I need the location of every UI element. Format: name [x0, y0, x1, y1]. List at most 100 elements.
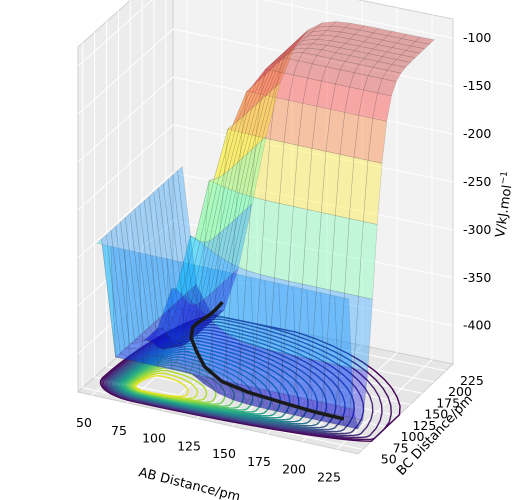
surface-patch [302, 209, 322, 288]
surface-patch [251, 69, 271, 109]
surface-patch [152, 288, 172, 338]
surface-patch [330, 36, 351, 44]
surface-patch [358, 41, 379, 50]
surface-patch [344, 22, 365, 31]
surface-patch [166, 293, 187, 343]
surface-patch [339, 43, 360, 51]
potential-surface [96, 21, 435, 430]
surface-patch [269, 97, 290, 143]
surface-patch [349, 50, 369, 59]
surface-patch [148, 322, 168, 350]
z-gridline [77, 172, 454, 259]
surface-patch [255, 387, 275, 412]
surface-patch [293, 60, 313, 79]
surface-patch [228, 207, 248, 278]
surface-patch [367, 48, 388, 57]
surface-patch [158, 183, 178, 307]
surface-patch [358, 221, 378, 300]
surface-patch [213, 255, 233, 335]
surface-patch [298, 26, 318, 39]
surface-patch [171, 361, 192, 374]
surface-patch [353, 45, 374, 54]
surface-patch [115, 221, 135, 345]
surface-patch [302, 47, 323, 56]
surface-patch [292, 145, 313, 210]
surface-patch [227, 263, 247, 343]
surface-patch [251, 90, 272, 151]
surface-patch [391, 42, 412, 51]
surface-patch [381, 51, 402, 60]
trajectory-line [189, 300, 345, 421]
surface-patch [316, 80, 336, 110]
surface-patch [167, 305, 187, 338]
surface-patch [199, 285, 220, 333]
y-tick-label: 150 [424, 407, 448, 422]
surface-patch [236, 273, 256, 389]
surface-patch [303, 22, 323, 35]
surface-patch [414, 36, 435, 45]
surface-patch [396, 38, 417, 47]
surface-patch [237, 144, 258, 218]
x-tick-label: 75 [111, 423, 127, 438]
surface-patch [133, 335, 154, 344]
surface-patch [363, 75, 383, 94]
surface-patch [270, 47, 290, 70]
surface-patch [191, 283, 211, 317]
y-tick-label: 75 [393, 440, 409, 455]
surface-patch [208, 128, 229, 188]
surface-patch [358, 89, 378, 119]
surface-patch [147, 335, 168, 357]
z-tick-label: -350 [463, 270, 491, 285]
surface-patch [348, 157, 369, 222]
surface-patch [278, 283, 298, 398]
surface-patch [148, 191, 169, 315]
surface-patch [185, 235, 205, 310]
surface-patch [223, 211, 244, 283]
surface-patch [161, 335, 182, 363]
surface-patch [222, 333, 243, 391]
surface-patch [316, 49, 337, 59]
surface-patch [255, 274, 275, 351]
surface-patch [358, 58, 379, 68]
surface-patch [218, 267, 239, 316]
contour-line [132, 369, 208, 401]
surface-patch [255, 94, 276, 140]
surface-patch [353, 114, 374, 161]
surface-patch [209, 224, 229, 296]
surface-patch [372, 61, 393, 71]
surface-patch [246, 94, 267, 155]
surface-patch [227, 91, 247, 133]
surface-patch [344, 38, 365, 47]
surface-patch [363, 36, 384, 45]
x-tick-label: 150 [212, 446, 236, 461]
surface-patch [110, 225, 131, 350]
surface-patch [194, 179, 215, 242]
surface-patch [260, 55, 280, 79]
surface-patch [306, 359, 327, 412]
y-tick-label: 100 [401, 429, 425, 444]
y-tick-label: 200 [448, 384, 472, 399]
surface-patch [395, 54, 416, 63]
surface-patch [172, 170, 192, 294]
surface-patch [293, 31, 313, 44]
surface-patch [325, 289, 345, 366]
surface-patch [199, 177, 220, 243]
surface-patch [325, 40, 346, 49]
surface-patch [292, 286, 312, 401]
surface-patch [339, 61, 360, 73]
surface-patch [330, 83, 350, 113]
surface-patch [334, 295, 354, 410]
surface-patch [363, 53, 383, 62]
contour-set [99, 314, 401, 442]
floor-pane [76, 306, 455, 455]
surface-patch [185, 240, 206, 306]
surface-patch [218, 161, 239, 235]
contour-line [129, 364, 226, 405]
surface-patch [330, 215, 350, 294]
surface-patch [269, 277, 289, 354]
surface-patch [176, 304, 196, 347]
surface-patch [330, 21, 351, 28]
surface-patch [223, 116, 243, 176]
